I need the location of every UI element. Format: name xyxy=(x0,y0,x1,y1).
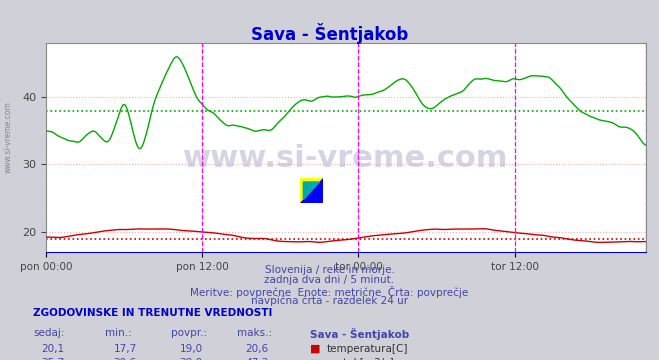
Text: 47,3: 47,3 xyxy=(245,358,269,360)
Text: ■: ■ xyxy=(310,358,320,360)
Text: pretok[m3/s]: pretok[m3/s] xyxy=(326,358,394,360)
Polygon shape xyxy=(300,178,323,203)
Text: ZGODOVINSKE IN TRENUTNE VREDNOSTI: ZGODOVINSKE IN TRENUTNE VREDNOSTI xyxy=(33,308,272,318)
Text: www.si-vreme.com: www.si-vreme.com xyxy=(3,101,13,173)
Text: 19,0: 19,0 xyxy=(179,344,203,354)
Text: min.:: min.: xyxy=(105,328,132,338)
Text: Meritve: povprečne  Enote: metrične  Črta: povprečje: Meritve: povprečne Enote: metrične Črta:… xyxy=(190,286,469,298)
Polygon shape xyxy=(303,182,320,199)
Text: 17,7: 17,7 xyxy=(113,344,137,354)
Text: ■: ■ xyxy=(310,344,320,354)
Text: temperatura[C]: temperatura[C] xyxy=(326,344,408,354)
Text: 20,1: 20,1 xyxy=(41,344,65,354)
Text: 20,6: 20,6 xyxy=(245,344,269,354)
Text: Slovenija / reke in morje.: Slovenija / reke in morje. xyxy=(264,265,395,275)
Text: 35,7: 35,7 xyxy=(41,358,65,360)
Text: Sava - Šentjakob: Sava - Šentjakob xyxy=(310,328,409,339)
Polygon shape xyxy=(300,178,323,203)
Text: zadnja dva dni / 5 minut.: zadnja dva dni / 5 minut. xyxy=(264,275,395,285)
Text: povpr.:: povpr.: xyxy=(171,328,208,338)
Text: sedaj:: sedaj: xyxy=(33,328,65,338)
Text: 30,6: 30,6 xyxy=(113,358,137,360)
Text: Sava - Šentjakob: Sava - Šentjakob xyxy=(251,23,408,44)
Text: maks.:: maks.: xyxy=(237,328,272,338)
Text: navpična črta - razdelek 24 ur: navpična črta - razdelek 24 ur xyxy=(251,296,408,306)
Text: 38,0: 38,0 xyxy=(179,358,203,360)
Text: www.si-vreme.com: www.si-vreme.com xyxy=(183,144,509,172)
